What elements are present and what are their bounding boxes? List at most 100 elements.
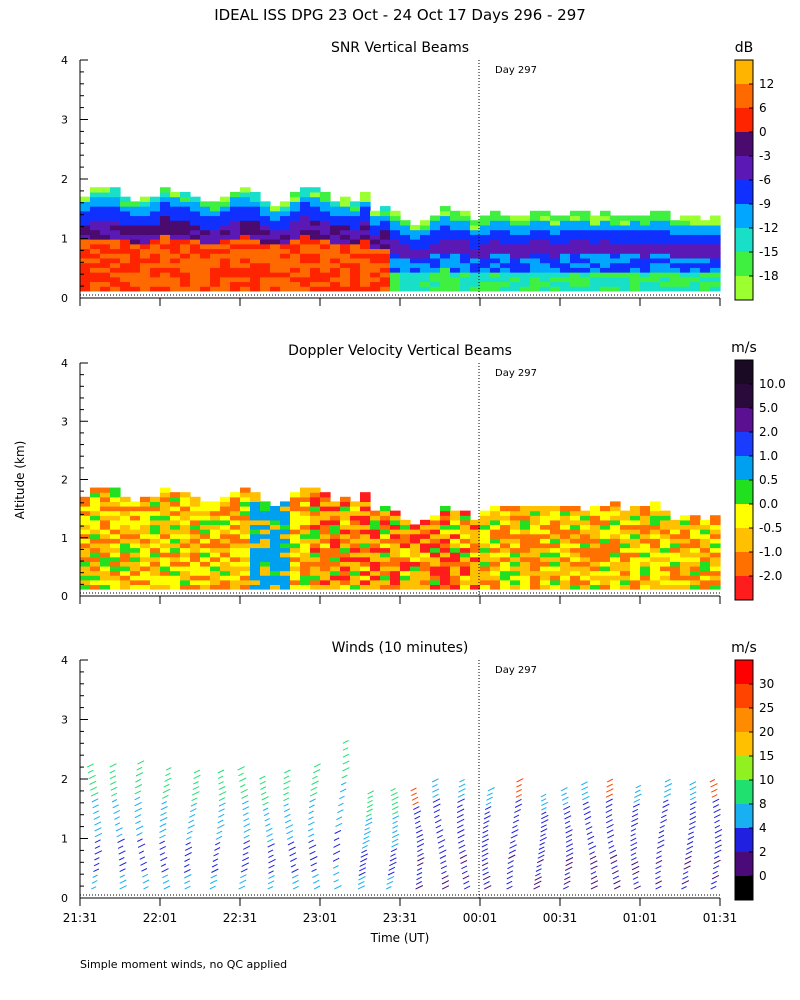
- heatmap-cell: [290, 515, 301, 521]
- wind-barb: [586, 831, 593, 835]
- heatmap-cell: [370, 542, 381, 549]
- wind-profile: [481, 787, 495, 890]
- wind-barb: [159, 823, 167, 828]
- heatmap-cell: [260, 529, 271, 535]
- heatmap-cell: [320, 538, 331, 544]
- heatmap-cell: [120, 579, 131, 585]
- wind-barb: [515, 789, 522, 793]
- wind-barb: [536, 859, 544, 864]
- heatmap-cell: [550, 506, 561, 512]
- heatmap-cell: [100, 262, 111, 268]
- heatmap-cell: [420, 220, 431, 226]
- wind-profile: [560, 787, 574, 890]
- heatmap-cell: [540, 286, 551, 292]
- heatmap-cell: [510, 234, 521, 240]
- heatmap-cell: [620, 248, 631, 254]
- heatmap-cell: [390, 584, 401, 590]
- wind-barb: [481, 852, 489, 857]
- heatmap-cell: [630, 584, 641, 590]
- heatmap-cell: [200, 286, 211, 292]
- heatmap-cell: [300, 538, 311, 544]
- heatmap-cell: [380, 542, 391, 549]
- heatmap-cell: [430, 281, 441, 287]
- heatmap-cell: [190, 524, 201, 530]
- heatmap-cell: [650, 510, 661, 516]
- heatmap-cell: [440, 570, 451, 576]
- wind-barb: [508, 849, 516, 854]
- heatmap-cell: [630, 510, 641, 516]
- heatmap-cell: [120, 547, 131, 553]
- heatmap-cell: [620, 547, 631, 553]
- heatmap-cell: [170, 262, 181, 268]
- wind-barb: [163, 783, 170, 788]
- wind-barb: [714, 849, 722, 854]
- heatmap-cell: [710, 281, 721, 287]
- day-marker-label: Day 297: [495, 368, 537, 379]
- heatmap-cell: [540, 519, 551, 526]
- wind-barb: [264, 817, 271, 822]
- wind-barb: [540, 824, 547, 829]
- heatmap-cell: [170, 267, 181, 273]
- heatmap-cell: [160, 229, 171, 235]
- heatmap-cell: [110, 570, 121, 576]
- heatmap-cell: [690, 229, 701, 235]
- heatmap-cell: [240, 257, 251, 264]
- heatmap-cell: [380, 262, 391, 268]
- wind-barb: [456, 804, 463, 808]
- heatmap-cell: [240, 210, 251, 217]
- wind-barb: [713, 859, 721, 865]
- wind-barb: [583, 806, 590, 811]
- heatmap-cell: [530, 506, 541, 512]
- colorbar-label: -0.5: [759, 521, 782, 535]
- heatmap-cell: [480, 529, 491, 535]
- heatmap-cell: [480, 515, 491, 521]
- heatmap-cell: [310, 552, 321, 558]
- heatmap-cell: [130, 556, 141, 562]
- heatmap-cell: [560, 556, 571, 562]
- wind-barb: [664, 778, 671, 783]
- heatmap-cell: [620, 552, 631, 558]
- heatmap-cell: [660, 215, 671, 221]
- heatmap-cell: [700, 538, 711, 544]
- heatmap-cell: [250, 501, 261, 507]
- heatmap-cell: [340, 515, 351, 521]
- heatmap-cell: [210, 267, 221, 273]
- heatmap-cell: [210, 529, 221, 535]
- heatmap-cell: [360, 542, 371, 549]
- colorbar-segment: [735, 156, 753, 181]
- heatmap-cell: [90, 529, 101, 535]
- heatmap-cell: [170, 229, 181, 235]
- heatmap-cell: [210, 533, 221, 539]
- colorbar-label: -6: [759, 173, 771, 187]
- heatmap-cell: [560, 229, 571, 235]
- heatmap-cell: [290, 501, 301, 507]
- heatmap-cell: [210, 224, 221, 231]
- wind-barb: [541, 811, 547, 815]
- heatmap-cell: [490, 257, 501, 264]
- heatmap-cell: [290, 496, 301, 502]
- colorbar-segment: [735, 576, 753, 601]
- heatmap-cell: [90, 533, 101, 539]
- heatmap-cell: [420, 229, 431, 235]
- heatmap-cell: [360, 220, 371, 226]
- heatmap-cell: [140, 210, 151, 217]
- heatmap-cell: [490, 224, 501, 231]
- heatmap-cell: [690, 515, 701, 521]
- heatmap-cell: [480, 570, 491, 576]
- heatmap-cell: [90, 272, 101, 278]
- heatmap-cell: [200, 262, 211, 268]
- heatmap-cell: [230, 501, 241, 507]
- heatmap-cell: [540, 224, 551, 231]
- wind-barb: [565, 838, 573, 843]
- heatmap-cell: [610, 538, 621, 544]
- heatmap-cell: [420, 538, 431, 544]
- heatmap-cell: [210, 248, 221, 254]
- heatmap-cell: [490, 248, 501, 254]
- heatmap-cell: [700, 224, 711, 231]
- heatmap-cell: [310, 547, 321, 553]
- heatmap-cell: [90, 575, 101, 581]
- heatmap-cell: [200, 239, 211, 245]
- heatmap-cell: [280, 215, 291, 221]
- heatmap-cell: [570, 510, 581, 516]
- wind-barb: [332, 857, 340, 862]
